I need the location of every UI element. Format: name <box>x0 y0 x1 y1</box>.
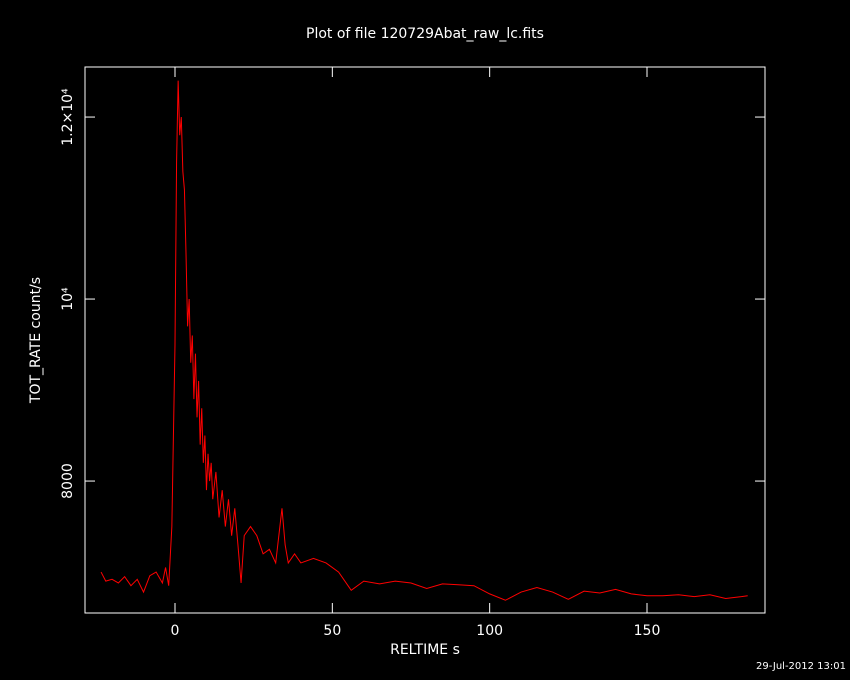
y-tick-label: 1.2×10⁴ <box>60 88 76 146</box>
x-tick-label: 50 <box>323 623 341 639</box>
x-tick-label: 150 <box>634 623 661 639</box>
chart-title: Plot of file 120729Abat_raw_lc.fits <box>306 26 544 42</box>
x-axis-label: RELTIME s <box>390 642 460 658</box>
plot-frame <box>84 66 766 614</box>
y-axis-label: TOT_RATE count/s <box>28 277 44 404</box>
x-tick-label: 100 <box>476 623 503 639</box>
data-line <box>100 80 748 601</box>
timestamp: 29-Jul-2012 13:01 <box>756 661 846 672</box>
x-tick-label: 0 <box>171 623 180 639</box>
y-tick-label: 10⁴ <box>60 287 76 311</box>
y-tick-label: 8000 <box>60 463 76 499</box>
